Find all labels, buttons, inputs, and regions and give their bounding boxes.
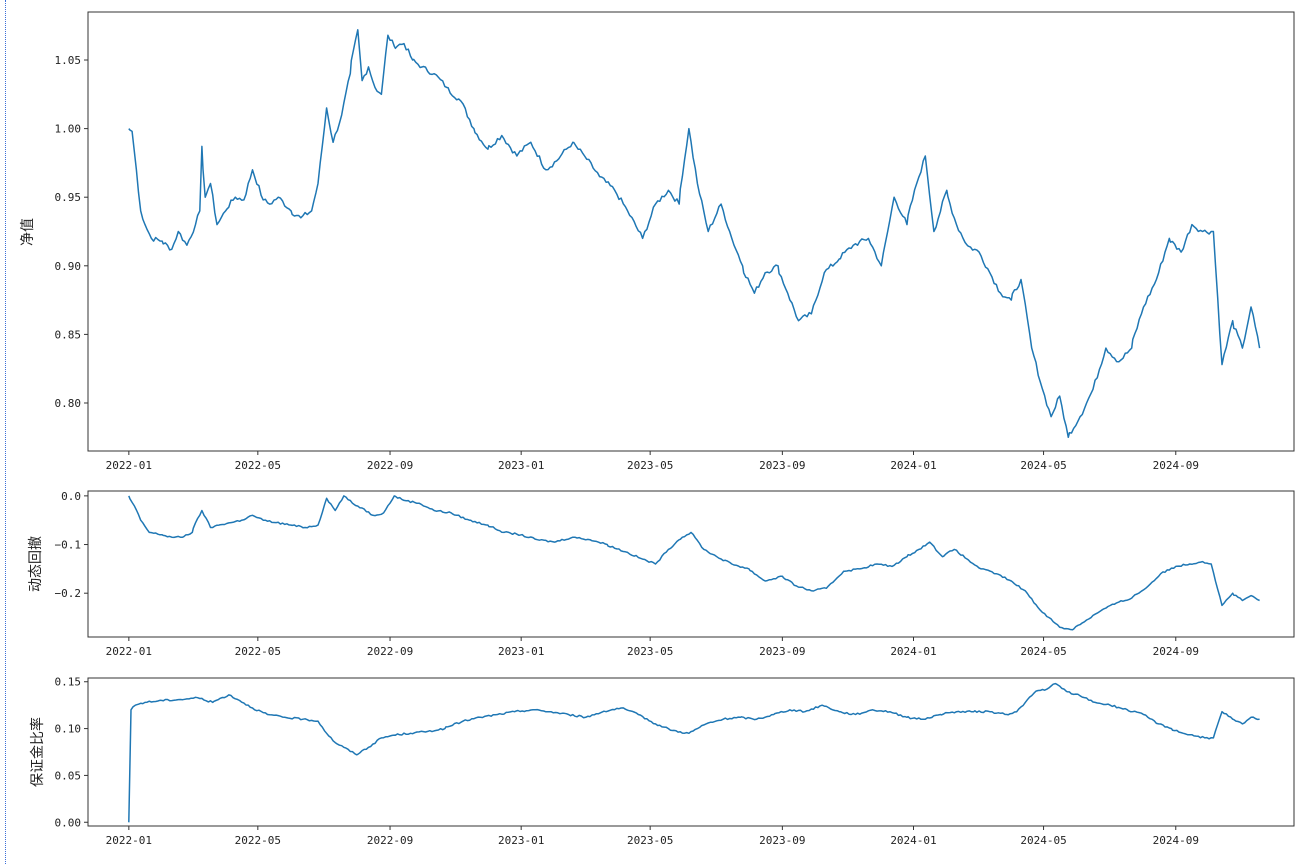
y-tick-label: 0.85 [55, 328, 82, 341]
x-tick-label: 2023-09 [759, 459, 805, 472]
x-tick-label: 2022-09 [367, 645, 413, 658]
x-tick-label: 2023-09 [759, 834, 805, 847]
x-tick-label: 2024-01 [890, 459, 936, 472]
x-tick-label: 2022-01 [106, 459, 152, 472]
y-tick-label: 0.15 [55, 676, 82, 689]
x-tick-label: 2022-05 [235, 834, 281, 847]
y-tick-label: 0.0 [61, 490, 81, 503]
x-tick-label: 2023-05 [627, 459, 673, 472]
y-tick-label: 0.90 [55, 260, 82, 273]
x-tick-label: 2023-05 [627, 645, 673, 658]
series-line [128, 29, 1261, 439]
subplot-3: 0.00 0.05 0.10 0.15 2022-01 2022-05 2022-09 202… [29, 676, 1295, 847]
x-tick-label: 2024-05 [1020, 459, 1066, 472]
x-tick-label: 2023-01 [498, 645, 544, 658]
y-tick-label: 1.05 [55, 54, 82, 67]
x-tick-label: 2023-01 [498, 834, 544, 847]
y-tick-label: 0.95 [55, 191, 82, 204]
axes-frame [87, 677, 1295, 827]
subplot-1: 0.80 0.85 0.90 0.95 1.00 1.05 2022-01 2022-05 20… [20, 11, 1295, 472]
x-tick-label: 2022-09 [367, 459, 413, 472]
y-tick-label: −0.1 [55, 539, 82, 552]
axes-frame [87, 11, 1295, 452]
series-line [128, 495, 1260, 631]
series-line [128, 682, 1260, 823]
y-tick-label: 0.00 [55, 816, 82, 829]
y-tick-label: 0.10 [55, 723, 82, 736]
y-axis-label: 净值 [20, 218, 36, 246]
x-tick-label: 2022-05 [235, 459, 281, 472]
x-tick-label: 2023-05 [627, 834, 673, 847]
x-tick-label: 2022-05 [235, 645, 281, 658]
x-tick-label: 2023-09 [759, 645, 805, 658]
x-tick-label: 2024-01 [890, 834, 936, 847]
x-tick-label: 2022-01 [106, 645, 152, 658]
x-tick-label: 2024-09 [1153, 645, 1199, 658]
page-edge-dotted [5, 0, 6, 864]
x-tick-label: 2022-01 [106, 834, 152, 847]
x-tick-label: 2024-01 [890, 645, 936, 658]
y-tick-label: −0.2 [55, 587, 82, 600]
y-tick-label: 0.05 [55, 769, 82, 782]
y-axis-label: 动态回撤 [28, 536, 44, 592]
subplot-2: −0.2 −0.1 0.0 2022-01 2022-05 2022-09 2023-01 2… [28, 490, 1295, 658]
y-tick-label: 0.80 [55, 397, 82, 410]
x-tick-label: 2024-05 [1020, 645, 1066, 658]
x-tick-label: 2024-05 [1020, 834, 1066, 847]
x-tick-label: 2023-01 [498, 459, 544, 472]
x-tick-label: 2024-09 [1153, 834, 1199, 847]
x-tick-label: 2024-09 [1153, 459, 1199, 472]
y-tick-label: 1.00 [55, 123, 82, 136]
axes-frame [87, 490, 1295, 638]
y-axis-label: 保证金比率 [29, 717, 46, 787]
x-tick-label: 2022-09 [367, 834, 413, 847]
